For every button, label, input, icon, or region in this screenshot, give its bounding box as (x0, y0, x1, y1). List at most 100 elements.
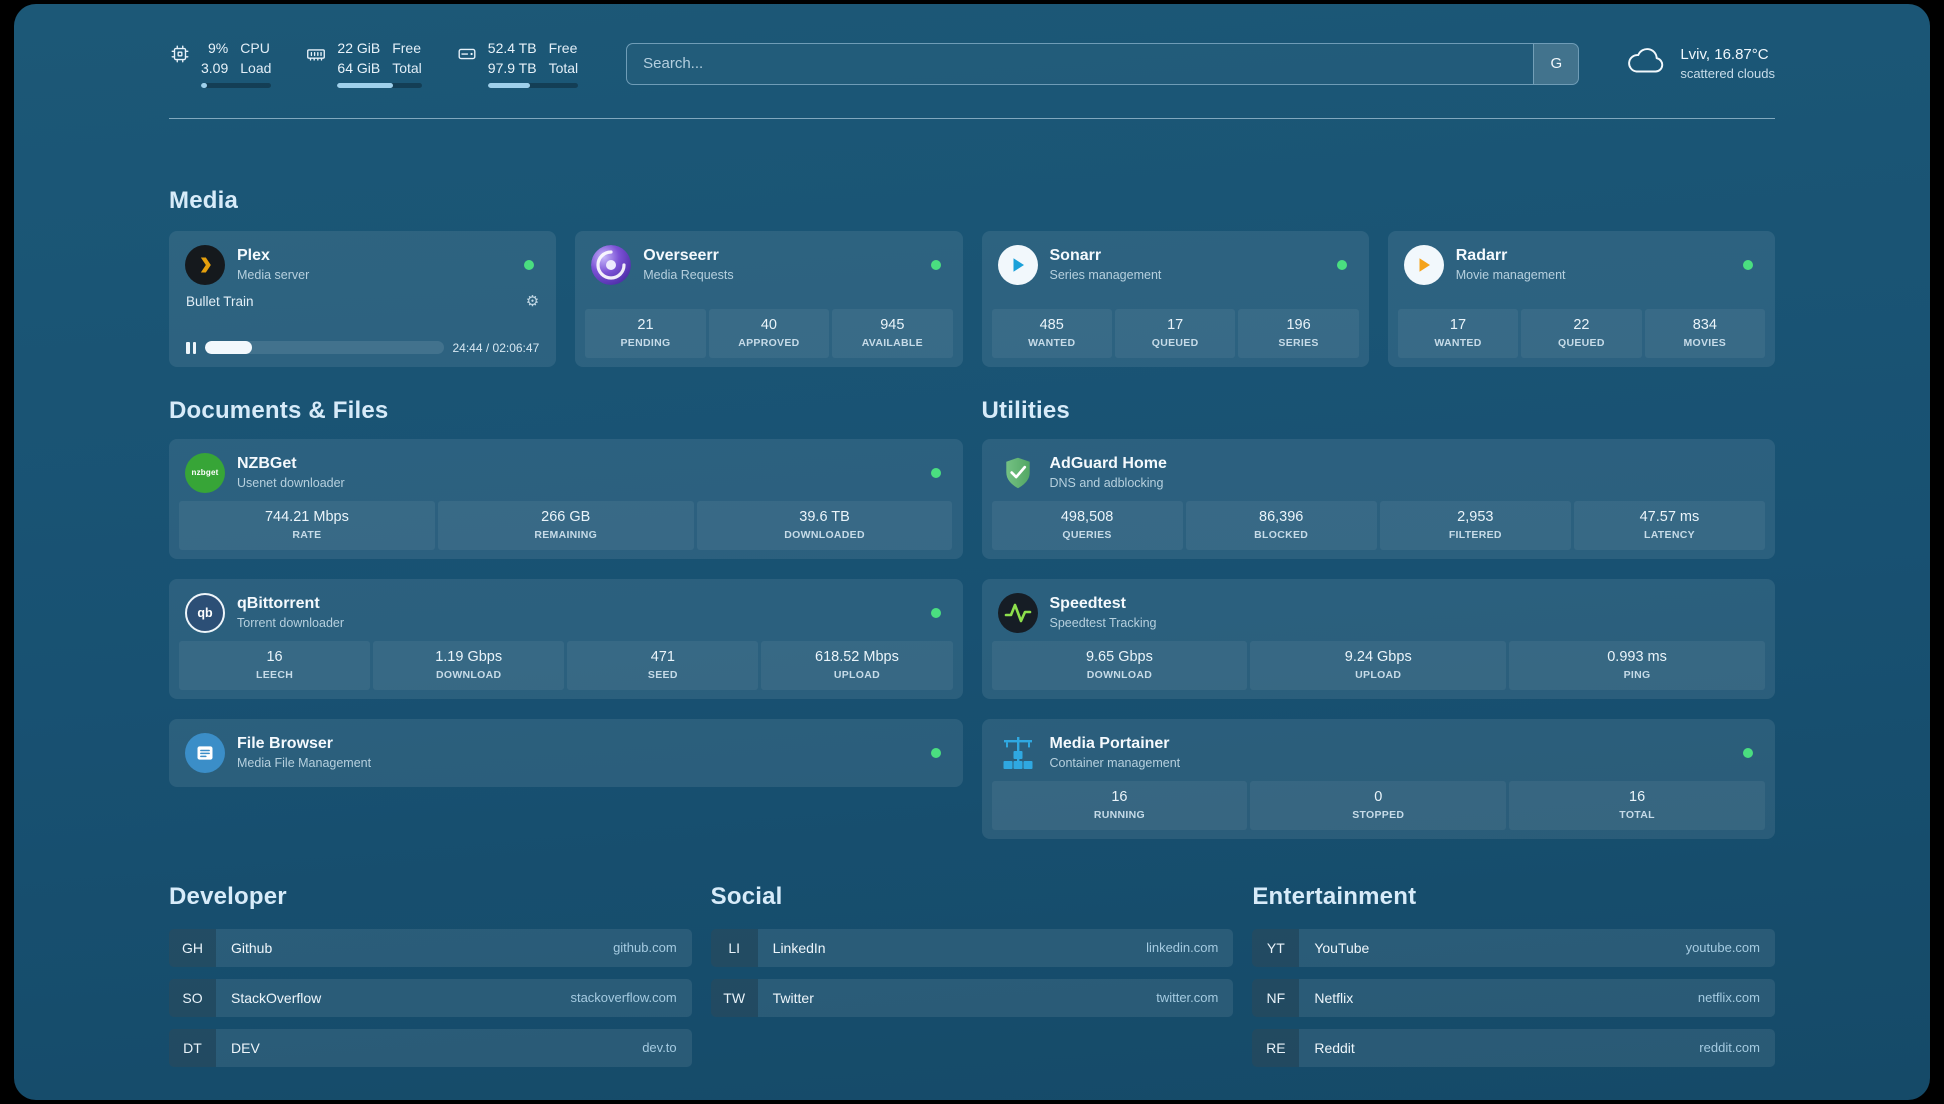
cpu-widget: 9% 3.09 CPU Load (169, 40, 272, 88)
qbittorrent-icon: qb (185, 592, 225, 633)
plex-icon (185, 244, 225, 285)
section-heading-documents: Documents & Files (169, 396, 389, 424)
pause-button[interactable] (186, 341, 196, 354)
bookmark-domain: reddit.com (1699, 1040, 1760, 1056)
stat-label: RATE (292, 528, 322, 541)
cpu-load-label: Load (240, 59, 272, 76)
stat: 945 AVAILABLE (832, 308, 953, 358)
bookmark-twitter[interactable]: TW Twitter twitter.com (710, 978, 1234, 1017)
bookmark-name: LinkedIn (772, 939, 826, 956)
playback-time: 24:44 / 02:06:47 (452, 340, 540, 355)
adguard-icon (998, 453, 1038, 493)
memory-total-label: Total (392, 59, 422, 76)
stat-label: APPROVED (738, 336, 800, 349)
stats-row: 16 LEECH 1.19 Gbps DOWNLOAD 471 SEED 618… (179, 640, 953, 690)
service-name: Sonarr (1049, 247, 1102, 265)
service-card-plex[interactable]: Plex Media server Bullet Train ⚙ 24:44 /… (169, 230, 557, 367)
stat: 618.52 Mbps UPLOAD (761, 640, 953, 690)
weather-widget: Lviv, 16.87°C scattered clouds (1625, 45, 1775, 82)
service-card-filebrowser[interactable]: File Browser Media File Management (169, 718, 963, 787)
stat: 86,396 BLOCKED (1185, 500, 1377, 550)
memory-usage-bar (337, 82, 422, 88)
stat: 9.24 Gbps UPLOAD (1250, 640, 1507, 690)
stat-value: 196 (1286, 316, 1311, 333)
stat: 40 APPROVED (708, 308, 830, 358)
service-card-portainer[interactable]: Media Portainer Container management 16 … (981, 718, 1775, 839)
search-input[interactable] (627, 43, 1534, 84)
speedtest-icon (997, 592, 1038, 633)
search-provider-button[interactable]: G (1533, 43, 1579, 84)
service-subtitle: Container management (1049, 756, 1181, 771)
stat-value: 9.24 Gbps (1344, 648, 1412, 665)
bookmark-name: Netflix (1314, 989, 1354, 1006)
service-subtitle: Series management (1049, 268, 1162, 283)
status-dot (1336, 259, 1347, 270)
stat-value: 945 (880, 316, 905, 333)
bookmark-abbr: TW (710, 978, 758, 1017)
stat-label: LATENCY (1643, 528, 1695, 541)
stat-label: PENDING (620, 336, 671, 349)
stats-row: 17 WANTED 22 QUEUED 834 MOVIES (1397, 308, 1766, 358)
stat-label: SERIES (1278, 336, 1319, 349)
bookmark-abbr: NF (1252, 978, 1300, 1017)
section-media: Media Plex Media server Bullet Train ⚙ (169, 187, 1775, 367)
stat-value: 266 GB (541, 508, 591, 525)
cpu-usage-label: CPU (240, 40, 270, 56)
bookmark-stackoverflow[interactable]: SO StackOverflow stackoverflow.com (169, 978, 692, 1017)
bookmark-name: Twitter (772, 989, 814, 1006)
service-card-radarr[interactable]: Radarr Movie management 17 WANTED 22 QUE… (1387, 230, 1775, 367)
service-subtitle: Media File Management (237, 756, 372, 771)
stats-row: 744.21 Mbps RATE 266 GB REMAINING 39.6 T… (179, 500, 953, 550)
dashboard: 9% 3.09 CPU Load (14, 4, 1930, 1100)
service-card-speedtest[interactable]: Speedtest Speedtest Tracking 9.65 Gbps D… (981, 578, 1775, 699)
service-name: File Browser (237, 735, 334, 753)
stat-label: REMAINING (534, 528, 598, 541)
weather-condition: scattered clouds (1680, 66, 1775, 82)
gear-icon[interactable]: ⚙ (525, 292, 540, 310)
qbittorrent-icon-text: qb (197, 605, 213, 620)
stat-value: 471 (650, 648, 675, 665)
service-card-qbittorrent[interactable]: qb qBittorrent Torrent downloader 16 LEE… (169, 578, 963, 699)
cpu-icon (169, 43, 191, 65)
disk-total-label: Total (548, 59, 579, 76)
bookmark-abbr: DT (169, 1028, 216, 1067)
portainer-icon (998, 733, 1038, 773)
service-card-adguard[interactable]: AdGuard Home DNS and adblocking 498,508 … (981, 438, 1775, 559)
stat-label: QUERIES (1062, 528, 1112, 541)
status-dot (1743, 747, 1753, 758)
bookmark-name: Github (231, 939, 273, 956)
bookmark-group-social: Social LI LinkedIn linkedin.com TW Twitt… (710, 883, 1234, 1067)
service-card-nzbget[interactable]: nzbget NZBGet Usenet downloader 744.21 M… (169, 438, 963, 559)
stat-label: PING (1623, 668, 1651, 681)
bookmark-netflix[interactable]: NF Netflix netflix.com (1252, 978, 1775, 1017)
section-documents: Documents & Files nzbget NZBGet Usenet d… (169, 397, 963, 839)
service-name: Radarr (1455, 247, 1508, 265)
bookmark-reddit[interactable]: RE Reddit reddit.com (1252, 1028, 1775, 1067)
bookmark-abbr: GH (169, 928, 216, 967)
status-dot (930, 259, 941, 270)
cpu-usage-bar (201, 82, 272, 88)
stat: 16 RUNNING (991, 780, 1248, 830)
service-name: Speedtest (1049, 595, 1126, 613)
bookmark-domain: netflix.com (1697, 990, 1760, 1006)
bookmark-group-entertainment: Entertainment YT YouTube youtube.com NF … (1252, 883, 1775, 1067)
section-utilities: Utilities AdGuard Home (981, 397, 1775, 839)
stat-value: 16 (1111, 788, 1128, 805)
stats-row: 21 PENDING 40 APPROVED 945 AVAILABLE (585, 308, 953, 358)
stat: 21 PENDING (585, 308, 706, 358)
radarr-icon (1403, 244, 1444, 285)
service-card-overseerr[interactable]: Overseerr Media Requests 21 PENDING 40 A… (575, 230, 963, 367)
bookmark-domain: youtube.com (1685, 940, 1760, 956)
bookmark-name: StackOverflow (231, 989, 322, 1006)
bookmark-dev[interactable]: DT DEV dev.to (169, 1028, 692, 1067)
bookmark-github[interactable]: GH Github github.com (169, 928, 692, 967)
stat-label: AVAILABLE (861, 336, 923, 349)
stat-label: RUNNING (1093, 808, 1145, 821)
stat-value: 86,396 (1259, 508, 1304, 525)
bookmark-youtube[interactable]: YT YouTube youtube.com (1252, 928, 1775, 967)
service-card-sonarr[interactable]: Sonarr Series management 485 WANTED 17 Q… (981, 230, 1369, 367)
playback-progress-bar[interactable] (205, 341, 444, 355)
stats-row: 16 RUNNING 0 STOPPED 16 TOTAL (991, 780, 1766, 830)
memory-total-value: 64 GiB (337, 59, 381, 76)
bookmark-linkedin[interactable]: LI LinkedIn linkedin.com (710, 928, 1234, 967)
